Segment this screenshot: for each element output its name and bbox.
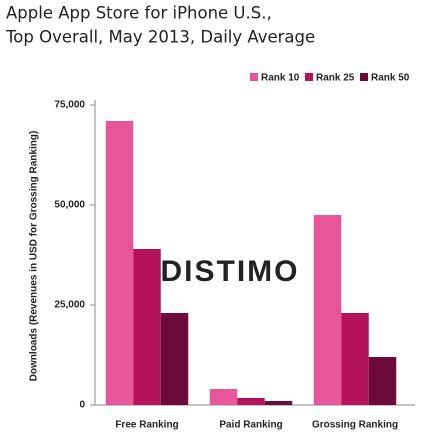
watermark: DISTIMO	[161, 255, 300, 288]
bar	[160, 313, 189, 405]
x-tick-label: Grossing Ranking	[312, 420, 398, 431]
x-tick-label: Paid Ranking	[219, 420, 282, 431]
bar	[368, 357, 397, 405]
bar	[133, 249, 161, 405]
x-tick-label: Free Ranking	[115, 420, 178, 431]
chart-title: Top Overall, May 2013, Daily Average	[5, 28, 315, 47]
legend-label: Rank 50	[371, 73, 410, 84]
legend-swatch	[360, 73, 368, 81]
y-tick-label: 0	[79, 400, 85, 411]
bar	[264, 401, 293, 405]
bar	[237, 398, 265, 405]
bar	[105, 121, 134, 405]
y-tick-label: 25,000	[54, 300, 85, 311]
y-tick-label: 75,000	[54, 100, 85, 111]
chart-title: Apple App Store for iPhone U.S.,	[6, 4, 272, 23]
legend-swatch	[250, 73, 258, 81]
y-tick-label: 50,000	[54, 200, 85, 211]
legend-label: Rank 10	[261, 73, 300, 84]
legend-label: Rank 25	[316, 73, 355, 84]
bar	[313, 215, 342, 405]
bar	[341, 313, 369, 405]
bar	[209, 389, 238, 405]
y-axis-label: Downloads (Revenues in USD for Grossing …	[29, 131, 40, 382]
legend-swatch	[305, 73, 313, 81]
